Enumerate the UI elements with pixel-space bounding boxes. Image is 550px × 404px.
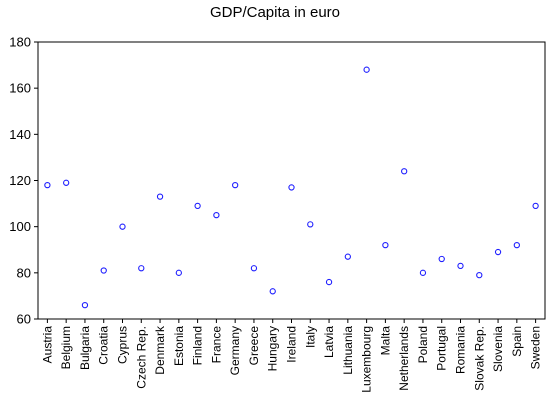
x-tick-label: Latvia bbox=[322, 326, 336, 358]
y-tick-label: 120 bbox=[9, 173, 31, 188]
data-point-slovak-rep bbox=[476, 271, 483, 279]
x-tick-label: Romania bbox=[454, 326, 468, 374]
x-tick-label: Slovak Rep. bbox=[472, 326, 486, 391]
data-point-sweden bbox=[532, 202, 539, 210]
y-tick-label: 80 bbox=[17, 265, 31, 280]
data-points bbox=[44, 66, 539, 309]
data-point-luxembourg bbox=[363, 66, 370, 73]
y-tick-label: 140 bbox=[9, 127, 31, 142]
x-tick-label: Belgium bbox=[59, 326, 73, 369]
x-axis: Austria Belgium Bulgaria Croatia Cyprus Czech… bbox=[40, 319, 543, 393]
x-tick-label: Malta bbox=[378, 326, 392, 356]
data-point-austria bbox=[44, 181, 51, 189]
x-tick-label: Finland bbox=[191, 326, 205, 365]
data-point-cyprus bbox=[119, 223, 126, 230]
data-point-bulgaria bbox=[81, 301, 89, 309]
data-point-croatia bbox=[100, 267, 107, 274]
x-tick-label: Hungary bbox=[266, 326, 280, 371]
x-tick-label: Denmark bbox=[153, 325, 167, 375]
x-tick-label: Spain bbox=[510, 326, 524, 357]
data-point-belgium bbox=[63, 179, 70, 186]
x-tick-label: Poland bbox=[416, 326, 430, 363]
data-point-germany bbox=[232, 181, 239, 189]
x-tick-label: Slovenia bbox=[491, 326, 505, 372]
x-tick-label: Portugal bbox=[435, 326, 449, 371]
x-tick-label: Germany bbox=[228, 326, 242, 375]
y-tick-label: 160 bbox=[9, 81, 31, 96]
data-point-slovenia bbox=[494, 248, 502, 256]
data-point-greece bbox=[250, 265, 258, 272]
data-point-malta bbox=[382, 241, 389, 249]
data-point-italy bbox=[307, 221, 314, 228]
x-tick-label: Czech Rep. bbox=[134, 326, 148, 389]
x-tick-label: Ireland bbox=[285, 326, 299, 363]
data-point-france bbox=[213, 211, 220, 219]
data-point-denmark bbox=[156, 193, 164, 200]
y-tick-label: 60 bbox=[17, 312, 31, 327]
data-point-latvia bbox=[325, 278, 333, 286]
data-point-finland bbox=[194, 202, 201, 210]
y-tick-label: 180 bbox=[9, 35, 31, 50]
x-tick-label: Bulgaria bbox=[78, 326, 92, 370]
x-tick-label: Italy bbox=[303, 326, 317, 348]
data-point-netherlands bbox=[401, 168, 408, 175]
x-tick-label: Lithuania bbox=[341, 326, 355, 375]
data-point-poland bbox=[419, 269, 427, 276]
x-tick-label: Croatia bbox=[97, 326, 111, 365]
y-axis: 60 80 100 120 140 160 180 bbox=[9, 35, 38, 327]
data-point-portugal bbox=[438, 255, 445, 263]
data-point-hungary bbox=[269, 288, 276, 295]
x-tick-label: Greece bbox=[247, 326, 261, 366]
data-point-romania bbox=[457, 262, 464, 270]
data-point-czech-rep bbox=[138, 265, 145, 272]
x-tick-label: Austria bbox=[40, 326, 54, 364]
chart-title: GDP/Capita in euro bbox=[209, 4, 341, 21]
x-tick-label: Cyprus bbox=[116, 326, 130, 364]
x-tick-label: Sweden bbox=[529, 326, 543, 369]
x-tick-label: France bbox=[209, 326, 223, 364]
plot-frame bbox=[37, 41, 546, 320]
data-point-spain bbox=[513, 241, 520, 249]
x-tick-label: Estonia bbox=[172, 326, 186, 366]
data-point-estonia bbox=[175, 269, 182, 276]
y-tick-label: 100 bbox=[9, 219, 31, 234]
x-tick-label: Luxembourg bbox=[360, 326, 374, 393]
x-tick-label: Netherlands bbox=[397, 326, 411, 391]
data-point-lithuania bbox=[344, 253, 351, 260]
data-point-ireland bbox=[288, 184, 295, 191]
